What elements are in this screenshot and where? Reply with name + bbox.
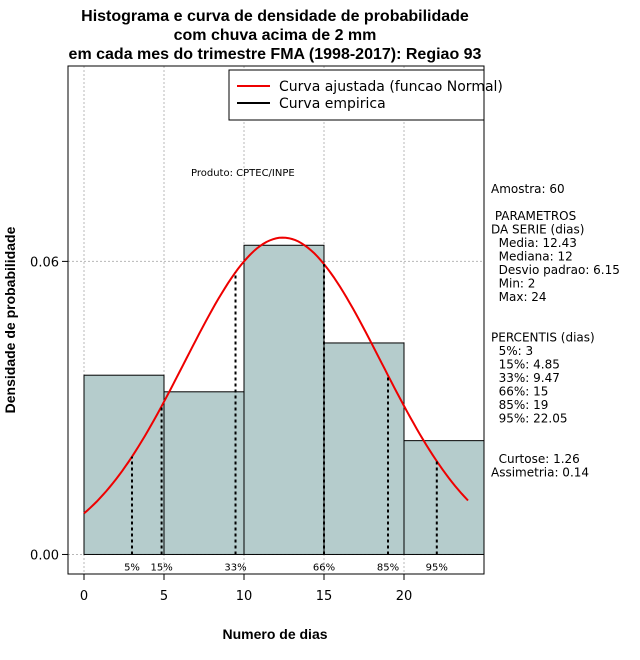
stats-line: DA SERIE (dias): [491, 223, 584, 237]
title-line: em cada mes do trimestre FMA (1998-2017)…: [69, 46, 482, 63]
percentile-label: 33%: [224, 562, 246, 573]
title-line: Histograma e curva de densidade de proba…: [81, 8, 469, 25]
stats-line: Min: 2: [491, 277, 535, 291]
stats-line: 95%: 22.05: [491, 412, 568, 426]
stats-line: PERCENTIS (dias): [491, 331, 595, 345]
x-tick-label: 5: [160, 589, 168, 604]
stats-line: 33%: 9.47: [491, 371, 560, 385]
percentile-lines: 5% 15% 33% 66% 85% 95%: [124, 264, 448, 573]
x-tick-label: 10: [236, 589, 253, 604]
histogram-bar: [323, 342, 405, 555]
legend: Curva ajustada (funcao Normal)Curva empi…: [228, 69, 503, 121]
y-axis-label: Densidade de probabilidade: [2, 226, 18, 413]
percentile-label: 95%: [426, 562, 448, 573]
x-tick-label: 15: [316, 589, 333, 604]
stats-line: Assimetria: 0.14: [491, 466, 589, 480]
histogram-bar: [403, 440, 485, 555]
chart-title: Histograma e curva de densidade de proba…: [69, 8, 482, 63]
legend-entry: Curva empirica: [279, 96, 386, 112]
legend-entry: Curva ajustada (funcao Normal): [279, 79, 503, 95]
stats-line: 85%: 19: [491, 398, 548, 412]
stats-line: PARAMETROS: [491, 209, 576, 223]
stats-line: Mediana: 12: [491, 250, 573, 264]
title-line: com chuva acima de 2 mm: [174, 27, 377, 44]
y-tick-label: 0.00: [30, 548, 59, 563]
stats-line: 15%: 4.85: [491, 358, 560, 372]
x-tick-label: 0: [80, 589, 88, 604]
stats-line: Max: 24: [491, 290, 547, 304]
y-tick-label: 0.06: [30, 255, 59, 270]
stats-line: Amostra: 60: [491, 182, 565, 196]
fit-curve: [83, 236, 469, 515]
axes: 0 5 10 15 20 0.00 0.06: [30, 255, 412, 604]
percentile-label: 15%: [150, 562, 172, 573]
histogram-bar: [163, 391, 245, 555]
histogram-bars: [83, 244, 485, 555]
histogram-bar: [243, 244, 325, 555]
histogram-bar: [83, 374, 165, 555]
legend-box: [228, 69, 485, 121]
stats-line: Desvio padrao: 6.15: [491, 263, 620, 277]
percentile-label: 66%: [313, 562, 335, 573]
x-axis-label: Numero de dias: [222, 626, 327, 642]
stats-line: Media: 12.43: [491, 236, 577, 250]
stats-line: 66%: 15: [491, 385, 548, 399]
stats-line: 5%: 3: [491, 344, 533, 358]
fit-curve-line: [83, 236, 469, 515]
percentile-label: 85%: [377, 562, 399, 573]
percentile-label: 5%: [124, 562, 140, 573]
stats-line: Curtose: 1.26: [491, 452, 580, 466]
product-label: Produto: CPTEC/INPE: [191, 168, 295, 179]
x-tick-label: 20: [396, 589, 413, 604]
